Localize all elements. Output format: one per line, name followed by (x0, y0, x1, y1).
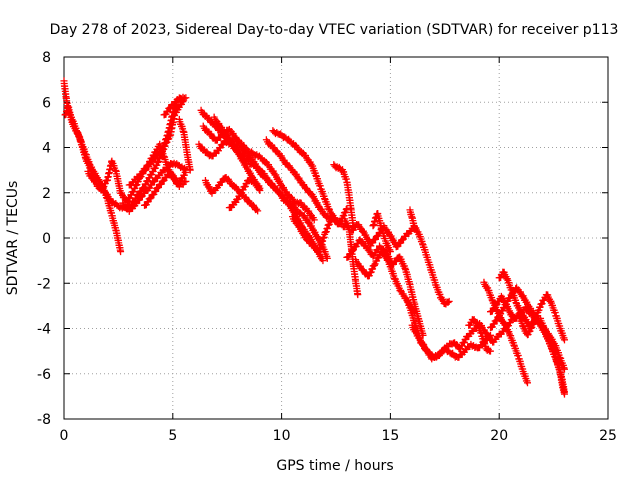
data-point-marker (523, 379, 531, 387)
x-tick-label: 5 (168, 428, 177, 444)
x-tick-label: 10 (273, 428, 291, 444)
data-point-marker (255, 185, 263, 193)
axis-ticks (63, 56, 609, 420)
y-tick-label: -2 (37, 276, 51, 292)
data-point-marker (354, 291, 362, 299)
data-point-marker (319, 257, 327, 265)
y-tick-label: 6 (42, 95, 51, 111)
x-tick-label: 0 (60, 428, 69, 444)
y-tick-label: -8 (37, 412, 51, 428)
data-point-marker (146, 195, 154, 203)
data-point-marker (486, 347, 494, 355)
chart-title: Day 278 of 2023, Sidereal Day-to-day VTE… (50, 22, 619, 38)
data-markers (60, 77, 568, 398)
data-point-marker (401, 264, 409, 272)
data-point-marker (371, 261, 379, 269)
y-tick-label: 0 (42, 231, 51, 247)
x-tick-label: 25 (599, 428, 617, 444)
data-point-marker (445, 297, 453, 305)
data-point-marker (492, 317, 500, 325)
data-point-marker (348, 247, 356, 255)
data-point-marker (88, 166, 96, 174)
data-point-marker (310, 216, 318, 224)
data-point-marker (256, 186, 264, 194)
x-tick-labels: 0 5 10 15 20 25 (60, 428, 617, 444)
data-point-marker (144, 161, 152, 169)
data-point-marker (485, 333, 493, 341)
data-point-marker (253, 205, 261, 213)
data-point-marker (386, 248, 394, 256)
y-tick-label: -4 (37, 322, 51, 338)
data-point-marker (532, 313, 540, 321)
data-point-marker (254, 207, 262, 215)
y-tick-label: 4 (42, 141, 51, 157)
data-point-marker (182, 177, 190, 185)
data-point-marker (117, 248, 125, 256)
data-point-marker (560, 336, 568, 344)
y-tick-label: -6 (37, 367, 51, 383)
x-tick-label: 15 (381, 428, 399, 444)
data-point-marker (182, 94, 190, 102)
y-axis-label: SDTVAR / TECUs (5, 181, 21, 296)
data-point-marker (560, 388, 568, 396)
data-point-marker (186, 166, 194, 174)
data-point-marker (182, 168, 190, 176)
data-point-marker (486, 331, 494, 339)
data-point-marker (492, 301, 500, 309)
y-tick-label: 8 (42, 50, 51, 66)
data-point-marker (444, 298, 452, 306)
y-tick-labels: -8 -6 -4 -2 0 2 4 6 8 (37, 50, 51, 428)
y-tick-label: 2 (42, 186, 51, 202)
x-axis-label: GPS time / hours (276, 458, 393, 474)
grid-lines (64, 57, 608, 419)
data-point-marker (518, 293, 526, 301)
x-tick-label: 20 (490, 428, 508, 444)
